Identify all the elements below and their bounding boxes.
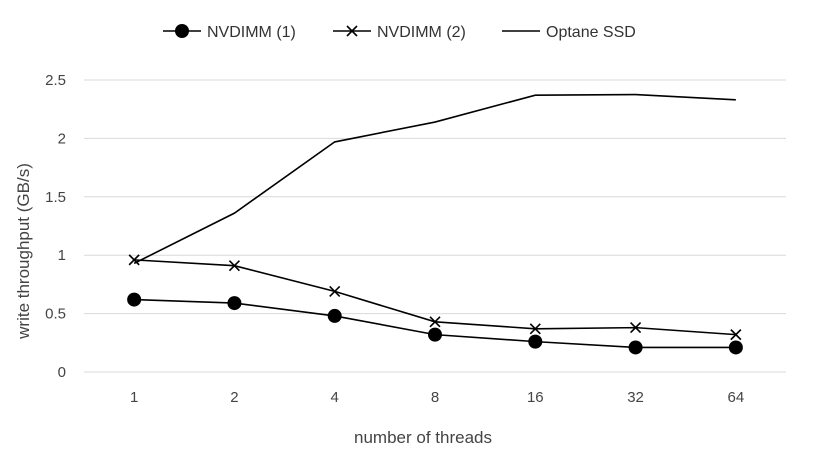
legend-item-nvdimm-2: NVDIMM (2) [333, 24, 466, 41]
y-tick-label: 2 [58, 130, 66, 147]
x-axis-ticks: 1 2 4 8 16 32 64 [130, 389, 744, 406]
series-line-nvdimm-2 [134, 259, 736, 336]
x-axis-title: number of threads [354, 428, 492, 447]
data-point-nvdimm-2 [128, 254, 140, 266]
y-axis-title: write throughput (GB/s) [14, 163, 33, 340]
legend: NVDIMM (1) NVDIMM (2) Optane SSD [163, 24, 636, 41]
gridlines [84, 79, 786, 373]
x-tick-label: 4 [331, 389, 339, 406]
data-point-nvdimm-2 [630, 322, 642, 334]
data-point-nvdimm-1 [127, 292, 142, 307]
data-point-nvdimm-2 [730, 329, 742, 341]
legend-item-optane-ssd: Optane SSD [502, 24, 636, 41]
data-point-nvdimm-1 [728, 340, 743, 355]
y-tick-label: 2.5 [45, 72, 66, 89]
legend-label: NVDIMM (2) [377, 24, 466, 41]
data-point-nvdimm-2 [429, 316, 441, 328]
y-tick-label: 0.5 [45, 306, 66, 323]
legend-label: Optane SSD [546, 24, 636, 41]
data-point-nvdimm-1 [528, 334, 543, 349]
y-tick-label: 0 [58, 364, 66, 381]
series-line-optane-ssd [133, 93, 736, 265]
x-tick-label: 2 [230, 389, 238, 406]
series-nvdimm-1 [127, 292, 743, 355]
data-point-nvdimm-1 [428, 327, 442, 342]
data-point-nvdimm-2 [228, 260, 240, 272]
legend-label: NVDIMM (1) [207, 24, 296, 41]
x-tick-label: 16 [527, 389, 544, 406]
y-axis-ticks: 0 0.5 1 1.5 2 2.5 [45, 72, 66, 381]
legend-item-nvdimm-1: NVDIMM (1) [163, 24, 296, 41]
x-tick-label: 1 [130, 389, 138, 406]
series-nvdimm-2 [128, 254, 742, 341]
y-tick-label: 1 [58, 247, 66, 264]
x-tick-label: 8 [431, 389, 439, 406]
data-point-nvdimm-2 [329, 285, 341, 297]
series-group [127, 93, 743, 355]
x-tick-label: 32 [627, 389, 644, 406]
legend-marker [175, 24, 189, 38]
data-point-nvdimm-1 [227, 296, 242, 311]
legend-marker [346, 25, 358, 37]
data-point-nvdimm-2 [529, 323, 541, 335]
series-optane-ssd [133, 93, 736, 265]
data-point-nvdimm-1 [327, 308, 342, 323]
data-point-nvdimm-1 [628, 340, 643, 355]
y-tick-label: 1.5 [45, 189, 66, 206]
x-tick-label: 64 [728, 389, 745, 406]
